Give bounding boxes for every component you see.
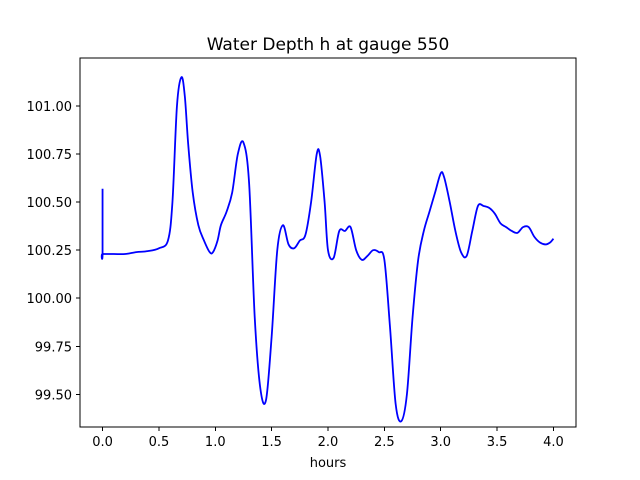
- series-layer: [100, 76, 555, 423]
- x-tick-label: 3.0: [430, 435, 451, 450]
- x-tick-label: 4.0: [543, 435, 564, 450]
- y-tick-label: 100.25: [27, 244, 73, 259]
- y-tick-label: 100.50: [27, 196, 73, 211]
- x-tick-label: 0.5: [149, 435, 170, 450]
- x-tick-label: 2.5: [374, 435, 395, 450]
- y-tick-label: 99.50: [35, 388, 72, 403]
- y-axis-ticks: 99.50 99.75 100.00 100.25 100.50 100.75 101.00: [27, 100, 80, 403]
- series-line: [100, 76, 555, 423]
- x-tick-label: 1.0: [205, 435, 226, 450]
- x-tick-label: 3.5: [487, 435, 508, 450]
- x-tick-label: 1.5: [261, 435, 282, 450]
- x-axis-ticks: 0.0 0.5 1.0 1.5 2.0 2.5 3.0 3.5 4.0: [92, 427, 564, 450]
- x-axis-label: hours: [310, 456, 347, 471]
- x-tick-label: 0.0: [92, 435, 113, 450]
- y-tick-label: 99.75: [35, 340, 72, 355]
- plot-frame: [79, 57, 577, 428]
- y-tick-label: 100.75: [27, 148, 73, 163]
- x-tick-label: 2.0: [318, 435, 339, 450]
- y-tick-label: 100.00: [27, 292, 73, 307]
- y-tick-label: 101.00: [27, 100, 73, 115]
- chart-title: Water Depth h at gauge 550: [207, 35, 450, 55]
